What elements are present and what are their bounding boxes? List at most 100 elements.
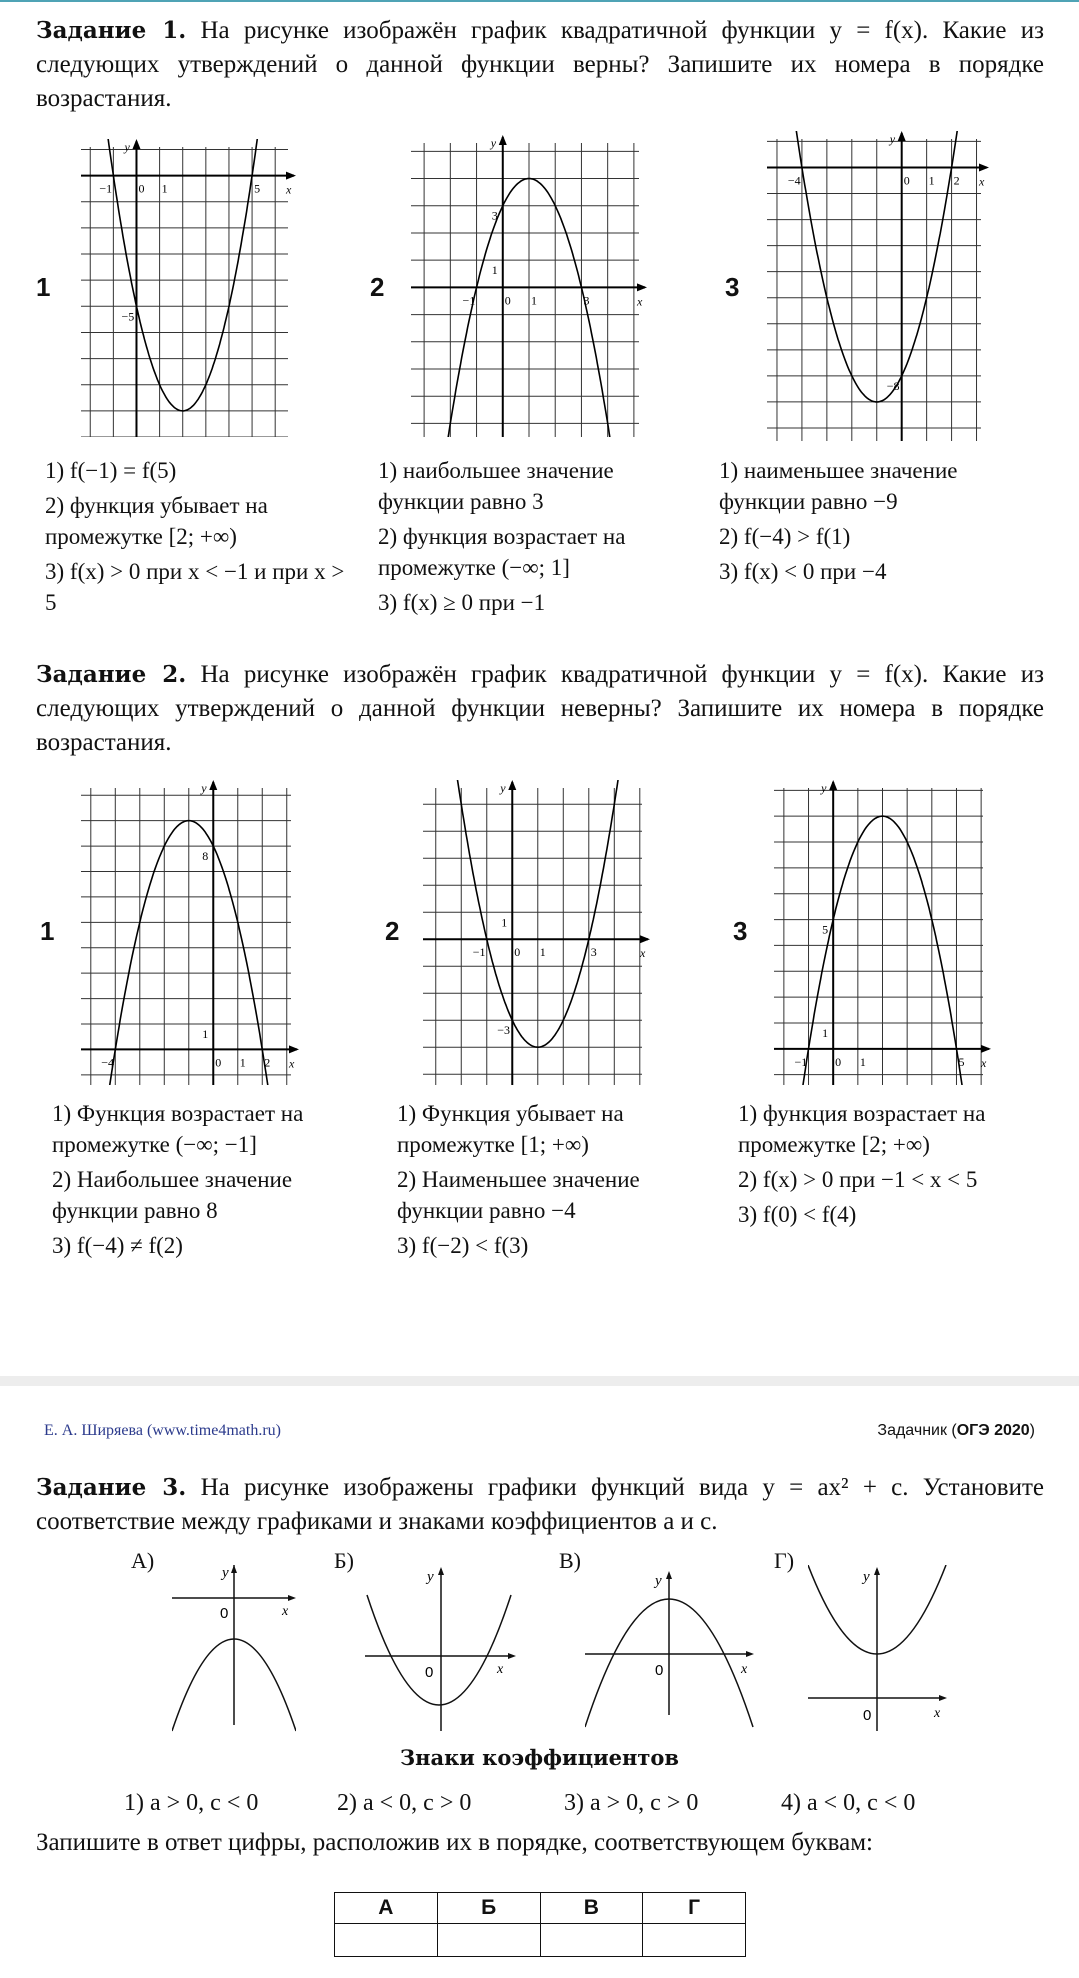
task1-graph-1: y x −1 0 1 5 −5	[81, 139, 296, 437]
statement: 2) Наименьшее значение функции равно −4	[397, 1167, 640, 1223]
x-axis-arrow	[981, 1044, 991, 1053]
answer-cell-b[interactable]	[436, 1923, 541, 1957]
book-title-suffix: )	[1029, 1422, 1035, 1439]
statement: 1) наименьшее значение функции равно −9	[719, 458, 958, 514]
graph-svg: y x −1 0 1 3 1 −3	[423, 780, 650, 1085]
graph-letter-v: В)	[559, 1548, 581, 1573]
x-tick-label: 0	[904, 173, 910, 187]
x-tick-label: 0	[835, 1055, 841, 1069]
page-separator	[0, 1376, 1079, 1386]
x-tick-label: 2	[264, 1055, 270, 1069]
parabola-curve	[802, 815, 963, 1085]
answer-cell-g[interactable]	[642, 1923, 746, 1957]
task3-instruction: Запишите в ответ цифры, расположив их в …	[36, 1829, 873, 1856]
task1-statements-2: 1) наибольшее значение функции равно 3 2…	[378, 455, 698, 622]
answer-cell-a[interactable]	[334, 1923, 438, 1957]
graph-b: y 0 x	[365, 1567, 516, 1731]
task2-graph1-number: 1	[40, 916, 55, 946]
x-axis-label: x	[740, 1662, 748, 1677]
statement: 1) функция возрастает на промежутке [2; …	[738, 1101, 986, 1157]
x-axis-arrow	[640, 935, 650, 944]
x-axis-label: x	[980, 1056, 987, 1070]
x-tick-label: 0	[215, 1055, 221, 1069]
x-tick-label: −1	[795, 1055, 808, 1069]
answer-header-b: Б	[436, 1892, 541, 1924]
x-tick-label: −4	[788, 173, 801, 187]
statement: 3) f(0) < f(4)	[738, 1202, 857, 1227]
task1-statements-1: 1) f(−1) = f(5) 2) функция убывает на пр…	[45, 455, 345, 622]
task1-graph-3: y x −4 0 1 2 −8	[767, 131, 989, 441]
parabola-curve	[795, 131, 958, 403]
y-tick-label: −3	[497, 1023, 510, 1037]
answer-header-g: Г	[642, 1892, 746, 1924]
graph-letter-a: А)	[131, 1548, 155, 1573]
x-axis-label: x	[281, 1604, 289, 1619]
statement: 2) функция возрастает на промежутке (−∞;…	[378, 524, 626, 580]
answer-cell-v[interactable]	[539, 1923, 644, 1957]
origin-label: 0	[655, 1662, 663, 1679]
statement: 2) f(x) > 0 при −1 < x < 5	[738, 1167, 978, 1192]
statement: 3) f(−4) ≠ f(2)	[52, 1233, 183, 1258]
x-axis-label: x	[496, 1662, 504, 1677]
task1-heading: Задание 1. На рисунке изображён график к…	[36, 14, 1044, 116]
x-tick-label: 1	[860, 1055, 866, 1069]
y-axis-label: y	[889, 132, 896, 146]
y-axis-arrow	[508, 780, 517, 790]
x-axis-label: x	[639, 946, 646, 960]
x-tick-label: 1	[531, 293, 537, 307]
task2-graph3-number: 3	[733, 916, 748, 946]
y-axis-label: y	[820, 781, 827, 795]
parabola-curve	[447, 177, 611, 437]
graph-svg: y x −4 0 1 2 −8	[767, 131, 989, 441]
x-tick-label: 1	[162, 182, 168, 196]
x-tick-label: 5	[958, 1055, 964, 1069]
book-title: Задачник (ОГЭ 2020)	[877, 1422, 1035, 1440]
option-3: 3) a > 0, c > 0	[564, 1790, 699, 1816]
x-axis-arrow	[979, 163, 989, 172]
x-tick-label: 1	[540, 945, 546, 959]
top-border	[0, 0, 1079, 2]
graph-a: y 0 x	[172, 1565, 296, 1732]
x-axis-arrow	[637, 283, 647, 292]
author-credit: Е. А. Ширяева (www.time4math.ru)	[44, 1422, 281, 1439]
origin-label: 0	[863, 1707, 871, 1724]
x-tick-label: −1	[473, 945, 486, 959]
x-tick-label: −1	[99, 182, 112, 196]
option-1: 1) a > 0, c < 0	[124, 1790, 259, 1816]
y-tick-label: −5	[121, 309, 134, 323]
y-axis-label: y	[123, 140, 130, 154]
statement: 3) f(−2) < f(3)	[397, 1233, 529, 1258]
task2-graph-3: y x −1 0 1 5 5 1	[774, 780, 991, 1085]
graph-svg: y x −1 0 1 5 −5	[81, 139, 296, 437]
x-axis-label: x	[288, 1056, 295, 1070]
statement: 3) f(x) ≥ 0 при −1	[378, 590, 546, 615]
x-axis-arrow	[289, 1045, 299, 1054]
y-tick-label: 1	[822, 1026, 828, 1040]
x-tick-label: 2	[954, 173, 960, 187]
task3-title: Задание 3.	[36, 1474, 187, 1501]
origin-label: 0	[220, 1605, 228, 1622]
y-tick-label: 3	[492, 209, 498, 223]
x-tick-label: 0	[514, 945, 520, 959]
answer-header-v: В	[539, 1892, 644, 1924]
x-tick-label: 5	[254, 182, 260, 196]
graph-letter-b: Б)	[334, 1548, 354, 1573]
y-axis-arrow	[132, 139, 141, 149]
y-axis-label: y	[653, 1573, 662, 1589]
statement: 1) f(−1) = f(5)	[45, 458, 177, 483]
x-axis-label: x	[933, 1706, 941, 1721]
task2-statements-3: 1) функция возрастает на промежутке [2; …	[738, 1098, 1053, 1234]
x-tick-label: 0	[138, 182, 144, 196]
graph-svg: y x −1 0 1 5 5 1	[774, 780, 991, 1085]
statement: 2) Наибольшее значение функции равно 8	[52, 1167, 293, 1223]
x-axis-label: x	[978, 174, 985, 188]
graph-g: y 0 x	[808, 1565, 947, 1731]
statement: 3) f(x) < 0 при −4	[719, 559, 887, 584]
signs-title: Знаки коэффициентов	[399, 1745, 680, 1770]
task1-statements-3: 1) наименьшее значение функции равно −9 …	[719, 455, 1049, 591]
y-axis-label: y	[220, 1565, 229, 1581]
graph-svg: y x −1 0 1 3 3 1	[411, 135, 647, 437]
statement: 1) наибольшее значение функции равно 3	[378, 458, 614, 514]
parabola-curve	[108, 819, 269, 1085]
y-axis-arrow	[498, 135, 507, 145]
